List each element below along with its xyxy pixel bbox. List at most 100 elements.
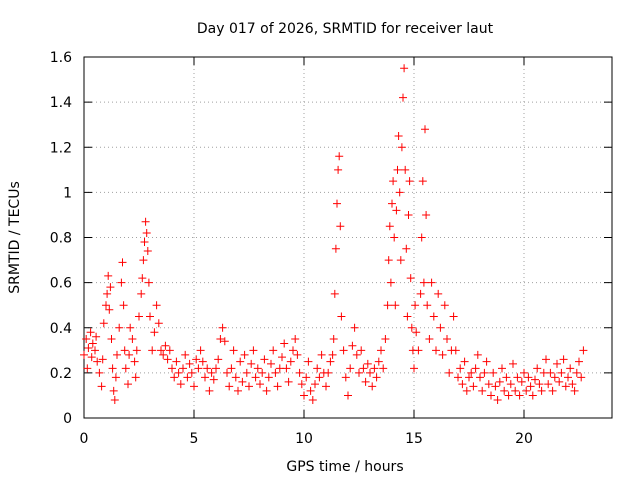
x-tick-label: 10 — [295, 431, 313, 447]
data-point — [86, 328, 95, 337]
data-point — [258, 368, 267, 377]
y-axis-label: SRMTID / TECUs — [7, 181, 23, 294]
data-point — [87, 353, 96, 362]
data-point — [102, 301, 110, 310]
data-point — [300, 391, 308, 400]
data-point — [491, 382, 500, 391]
data-point — [418, 177, 427, 186]
x-tick-label: 20 — [515, 431, 533, 447]
data-point — [546, 368, 555, 377]
data-point — [400, 64, 409, 73]
data-point — [533, 364, 542, 373]
data-point — [126, 323, 135, 332]
data-point — [159, 350, 168, 359]
data-point — [377, 346, 385, 355]
data-point — [498, 364, 506, 373]
data-point — [328, 350, 337, 359]
data-point — [384, 256, 393, 265]
data-point — [395, 188, 404, 197]
data-point — [406, 274, 415, 283]
data-points-layer — [80, 64, 588, 404]
data-point — [443, 335, 451, 344]
data-point — [95, 368, 104, 377]
data-point — [223, 368, 231, 377]
data-point — [130, 357, 139, 366]
data-point — [91, 346, 99, 355]
data-point — [152, 301, 161, 310]
data-point — [401, 165, 410, 174]
data-point — [355, 368, 363, 377]
data-point — [313, 364, 322, 373]
data-point — [454, 373, 462, 382]
data-point — [203, 364, 212, 373]
data-point — [150, 328, 159, 337]
x-tick-label: 0 — [80, 431, 89, 447]
data-point — [368, 382, 377, 391]
data-point — [524, 373, 533, 382]
data-point — [103, 289, 112, 298]
data-point — [115, 323, 124, 332]
data-point — [271, 368, 280, 377]
data-point — [335, 152, 344, 161]
data-point — [399, 93, 407, 102]
data-point — [293, 350, 302, 359]
data-point — [322, 382, 330, 391]
data-point — [500, 386, 509, 395]
data-point — [183, 373, 192, 382]
data-point — [489, 368, 498, 377]
data-point — [137, 289, 146, 298]
data-point — [476, 373, 484, 382]
data-point — [118, 258, 127, 267]
data-point — [282, 364, 291, 373]
data-point — [295, 368, 304, 377]
y-tick-label: 0.8 — [50, 231, 72, 247]
data-point — [234, 386, 242, 395]
x-tick-label: 5 — [190, 431, 199, 447]
data-point — [506, 380, 515, 389]
data-point — [421, 125, 429, 134]
data-point — [131, 373, 140, 382]
data-point — [495, 377, 504, 386]
data-point — [205, 386, 214, 395]
x-axis-label: GPS time / hours — [286, 459, 403, 475]
data-point — [417, 233, 426, 242]
data-point — [242, 368, 251, 377]
data-point — [566, 364, 575, 373]
data-point — [359, 364, 368, 373]
data-point — [146, 312, 154, 321]
data-point — [564, 373, 572, 382]
data-point — [256, 380, 264, 389]
data-point — [83, 364, 92, 373]
data-point — [161, 341, 170, 350]
data-point — [370, 364, 379, 373]
data-point — [117, 278, 126, 287]
data-point — [385, 222, 394, 231]
data-point — [480, 368, 489, 377]
data-point — [262, 386, 271, 395]
data-point — [247, 359, 256, 368]
data-point — [190, 382, 198, 391]
data-point — [196, 346, 205, 355]
data-point — [445, 368, 454, 377]
data-point — [391, 301, 400, 310]
data-point — [515, 391, 524, 400]
data-point — [502, 373, 511, 382]
data-point — [289, 346, 297, 355]
data-point — [141, 217, 150, 226]
data-point — [132, 346, 141, 355]
data-point — [504, 391, 513, 400]
data-point — [460, 357, 469, 366]
data-point — [404, 210, 413, 219]
data-point — [128, 335, 137, 344]
data-point — [471, 364, 480, 373]
data-point — [553, 359, 561, 368]
data-point — [174, 368, 183, 377]
data-point — [570, 386, 579, 395]
data-point — [82, 335, 91, 344]
data-point — [308, 395, 317, 404]
data-point — [416, 289, 425, 298]
data-point — [324, 368, 333, 377]
data-point — [108, 364, 117, 373]
chart-title: Day 017 of 2026, SRMTID for receiver lau… — [197, 21, 494, 37]
data-point — [111, 373, 120, 382]
